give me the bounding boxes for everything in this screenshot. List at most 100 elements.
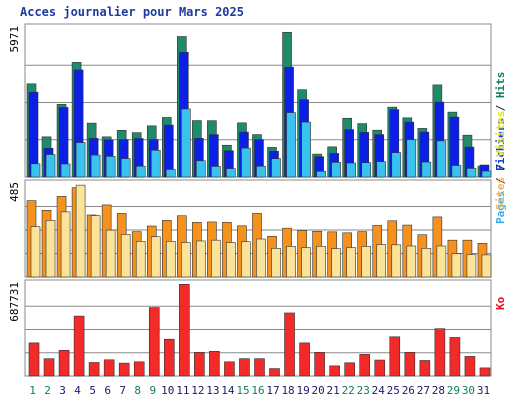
bar-visits-sites-20: [316, 246, 326, 278]
y-max-label-hits: 5971: [8, 26, 21, 53]
bar-visits-sites-1: [30, 226, 41, 278]
bar-kb-ko-10: [163, 338, 175, 377]
bar-hits-pages-16: [256, 165, 266, 178]
bar-hits-pages-11: [181, 108, 191, 178]
plot-layer: 5971 Pages / Fichiers / Hits 485 Sites / Vi…: [8, 23, 507, 397]
bar-hits-pages-7: [120, 158, 131, 178]
bar-hits-pages-25: [391, 152, 402, 178]
legend-separator: /: [494, 98, 507, 118]
bar-hits-pages-18: [286, 112, 296, 178]
bar-visits-sites-30: [466, 254, 477, 278]
panel-hits: 5971 Pages / Fichiers / Hits: [8, 23, 507, 224]
x-tick-label-30: 30: [462, 384, 475, 397]
x-tick-label-6: 6: [104, 384, 111, 397]
x-tick-label-9: 9: [149, 384, 156, 397]
bar-hits-pages-12: [196, 160, 206, 178]
bar-kb-ko-20: [314, 352, 325, 377]
bar-kb-ko-24: [374, 359, 386, 377]
bar-visits-sites-23: [361, 246, 372, 278]
bar-hits-pages-31: [481, 170, 492, 178]
bar-visits-sites-17: [271, 248, 281, 278]
bar-visits-sites-22: [346, 247, 356, 278]
legend-hits: Pages / Fichiers / Hits: [494, 72, 507, 224]
bar-kb-ko-21: [329, 365, 340, 377]
bar-hits-pages-20: [316, 171, 326, 178]
legend-kb: Ko: [494, 296, 507, 310]
x-tick-label-28: 28: [432, 384, 445, 397]
bar-kb-ko-23: [359, 354, 371, 377]
legend-entry-visites: Visites: [494, 111, 507, 157]
bar-kb-ko-13: [209, 350, 220, 377]
x-tick-label-15: 15: [236, 384, 249, 397]
bar-hits-pages-10: [165, 169, 176, 178]
legend-visits: Sites / Visites: [494, 111, 507, 210]
bar-visits-sites-14: [226, 242, 236, 278]
bar-visits-sites-27: [421, 248, 432, 278]
bar-kb-ko-26: [404, 352, 416, 377]
bar-hits-pages-15: [241, 147, 251, 178]
legend-entry-pages: Pages: [494, 191, 507, 224]
bar-visits-sites-16: [256, 238, 266, 278]
bar-visits-sites-5: [90, 215, 101, 278]
bar-hits-pages-9: [150, 149, 161, 178]
bar-visits-sites-11: [181, 242, 191, 278]
x-tick-label-21: 21: [327, 384, 340, 397]
bar-hits-pages-26: [406, 139, 417, 178]
bar-hits-pages-2: [45, 154, 56, 178]
bar-visits-sites-10: [165, 241, 176, 278]
bar-kb-ko-17: [269, 368, 280, 377]
y-max-label-visits: 485: [8, 182, 21, 202]
bar-kb-ko-22: [344, 362, 355, 377]
bar-kb-ko-19: [299, 342, 310, 377]
bar-hits-pages-17: [271, 158, 281, 178]
x-tick-label-4: 4: [74, 384, 81, 397]
bar-hits-pages-27: [421, 161, 432, 178]
bar-hits-pages-8: [135, 165, 146, 178]
bar-kb-ko-3: [58, 350, 70, 377]
bar-kb-ko-4: [73, 315, 85, 377]
x-tick-label-26: 26: [402, 384, 415, 397]
bar-kb-ko-31: [479, 367, 491, 377]
bar-kb-ko-5: [88, 362, 100, 377]
bar-hits-pages-19: [301, 121, 311, 178]
x-tick-label-13: 13: [206, 384, 219, 397]
bar-hits-pages-29: [451, 165, 462, 178]
bar-visits-sites-13: [211, 239, 221, 278]
x-tick-label-1: 1: [29, 384, 36, 397]
x-tick-label-20: 20: [312, 384, 325, 397]
bar-hits-pages-23: [361, 162, 372, 178]
bar-visits-sites-9: [150, 236, 161, 278]
x-tick-label-27: 27: [417, 384, 430, 397]
x-tick-label-23: 23: [357, 384, 370, 397]
bar-hits-pages-6: [105, 156, 116, 178]
x-tick-label-24: 24: [372, 384, 386, 397]
bar-kb-ko-2: [43, 358, 55, 377]
bar-hits-pages-21: [331, 162, 341, 178]
bar-visits-sites-28: [436, 245, 447, 278]
bar-kb-ko-30: [464, 356, 476, 377]
bar-hits-pages-13: [211, 166, 221, 178]
x-tick-label-16: 16: [251, 384, 264, 397]
bar-visits-sites-8: [135, 241, 146, 278]
legend-separator: /: [494, 157, 507, 177]
y-max-label-kb: 687731: [8, 282, 21, 322]
bar-visits-sites-26: [406, 245, 417, 278]
bar-kb-ko-6: [103, 359, 115, 377]
x-tick-label-18: 18: [281, 384, 294, 397]
bar-kb-ko-27: [419, 360, 431, 377]
bar-kb-ko-1: [28, 342, 40, 377]
bar-visits-sites-4: [75, 184, 86, 278]
bar-kb-ko-14: [224, 361, 235, 377]
x-tick-label-31: 31: [477, 384, 490, 397]
x-tick-label-22: 22: [342, 384, 355, 397]
bar-hits-pages-4: [75, 142, 86, 178]
bar-kb-ko-11: [179, 284, 190, 377]
bar-hits-pages-28: [436, 140, 447, 178]
bar-visits-sites-24: [376, 244, 387, 278]
bar-kb-ko-7: [118, 362, 130, 377]
bar-kb-ko-25: [389, 336, 401, 377]
bar-kb-ko-12: [194, 352, 205, 377]
bar-visits-sites-7: [120, 234, 131, 278]
bar-visits-sites-6: [105, 229, 116, 278]
bar-visits-sites-2: [45, 220, 56, 278]
